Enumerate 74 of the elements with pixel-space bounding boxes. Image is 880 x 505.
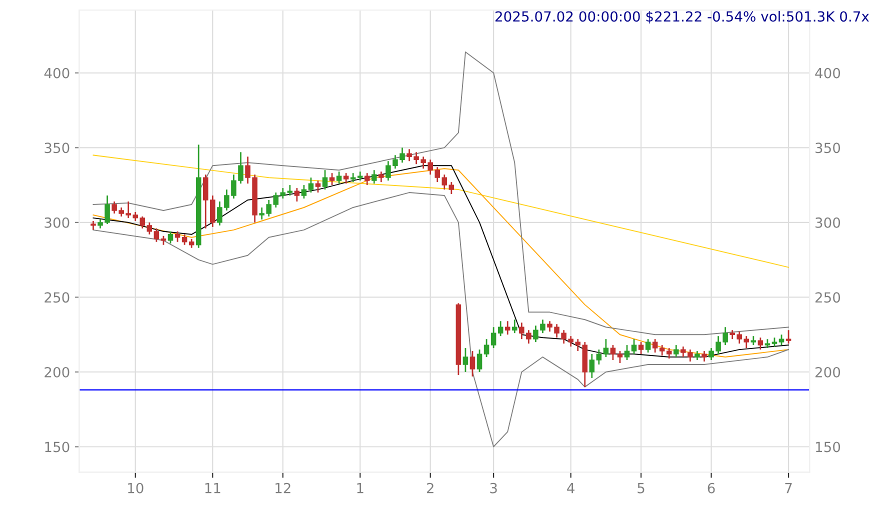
candlestick — [364, 172, 370, 186]
x-tick-label: 4 — [567, 483, 574, 494]
y2-tick-label: 250 — [815, 292, 840, 303]
candlestick — [490, 326, 496, 349]
candlestick — [498, 320, 504, 337]
candlestick — [638, 341, 644, 355]
candlestick — [462, 347, 468, 373]
candlestick — [154, 228, 160, 243]
candlestick — [146, 222, 152, 236]
candlestick — [329, 172, 335, 186]
candlestick — [652, 338, 658, 354]
x-tick-label: 7 — [785, 483, 792, 494]
y-tick-label: 300 — [44, 217, 70, 228]
candlestick — [168, 230, 174, 244]
y2-tick-label: 200 — [815, 366, 840, 378]
x-tick-label: 10 — [128, 482, 144, 494]
chart-title: 2025.07.02 00:00:00 $221.22 -0.54% vol:501.3K 0.7x — [495, 10, 869, 24]
candlestick — [744, 335, 750, 349]
candlestick — [470, 350, 476, 378]
candlestick — [666, 347, 672, 360]
candlestick — [336, 170, 342, 184]
x-tick-label: 12 — [276, 482, 290, 494]
candlestick — [202, 174, 208, 230]
candlestick — [182, 234, 188, 246]
candlestick — [448, 181, 454, 195]
candlestick — [512, 318, 518, 334]
y-tick-label: 250 — [44, 292, 70, 303]
candlestick — [174, 230, 180, 243]
line-series — [92, 154, 790, 268]
candlestick — [372, 169, 377, 184]
x-tick-label: 2 — [426, 482, 434, 494]
candlestick — [603, 338, 609, 358]
candlestick — [315, 180, 321, 194]
candlestick — [301, 184, 307, 200]
y2-tick-label: 300 — [816, 217, 840, 228]
candlestick — [624, 344, 630, 361]
candlestick — [778, 334, 784, 346]
candlestick — [210, 194, 216, 228]
candlestick — [702, 350, 707, 362]
x-tick-label: 11 — [205, 483, 220, 494]
y2-tick-label: 150 — [816, 442, 840, 452]
candlestick — [322, 169, 328, 190]
line-series — [92, 51, 790, 336]
y-tick-label: 350 — [44, 142, 70, 154]
candlestick — [659, 344, 665, 356]
x-tick-label: 5 — [638, 483, 644, 494]
candlestick — [786, 329, 792, 344]
candlestick — [308, 176, 314, 194]
candlestick — [758, 336, 764, 350]
y-tick-label: 200 — [44, 366, 70, 378]
candlestick — [442, 174, 448, 190]
candlestick — [294, 187, 300, 202]
x-tick-label: 3 — [490, 482, 497, 494]
y-tick-label: 400 — [44, 68, 70, 78]
candlestick — [476, 348, 482, 373]
candlestick — [343, 172, 349, 184]
candlestick — [596, 348, 602, 366]
x-tick-label: 6 — [708, 482, 715, 494]
y-tick-label: 150 — [45, 442, 70, 452]
candlestick — [610, 344, 616, 361]
candlestick — [287, 184, 293, 196]
candlestick — [674, 344, 679, 358]
candlestick — [589, 353, 595, 379]
y2-tick-label: 350 — [816, 142, 840, 154]
candlestick — [140, 216, 146, 230]
candlestick — [484, 338, 490, 358]
candlestick — [378, 170, 384, 183]
candlestick — [631, 338, 637, 355]
x-tick-label: 1 — [357, 483, 364, 494]
line-series — [92, 192, 790, 448]
candlestick — [617, 350, 623, 364]
candlestick — [504, 320, 510, 336]
y2-tick-label: 400 — [815, 68, 840, 78]
candlestick — [645, 338, 651, 354]
